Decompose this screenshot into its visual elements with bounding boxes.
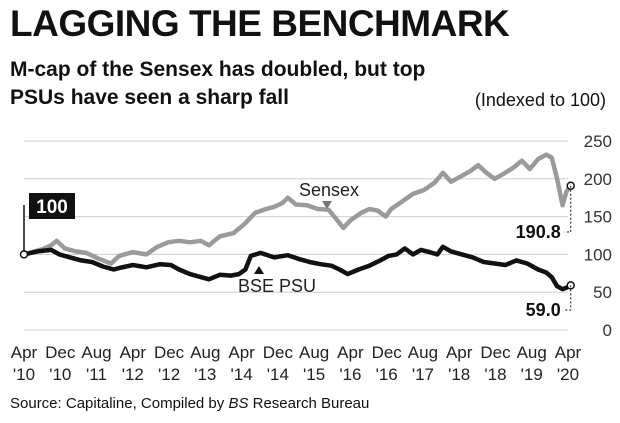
x-tick-year: '12 [158,365,180,384]
x-tick-year: '17 [412,365,434,384]
x-tick-label: Aug [299,343,329,362]
start-marker [19,250,29,259]
x-tick-year: '14 [231,365,253,384]
series-lines [21,152,575,292]
x-tick-year: '20 [557,365,579,384]
chart-subtitle: M-cap of the Sensex has doubled, but top… [10,58,426,109]
x-tick-label: Apr [446,343,473,362]
bse-psu-end-value: 59.0 [526,300,561,320]
bse-psu-label-pointer [254,266,264,274]
x-tick-year: '18 [484,365,506,384]
source-note: Source: Capitaline, Compiled by BS Resea… [10,395,370,412]
sensex-end-value: 190.8 [516,222,561,242]
x-tick-year: '11 [86,365,107,384]
x-tick-label: Dec [372,343,403,362]
x-tick-year: '18 [448,365,470,384]
sensex-line [21,152,573,266]
x-tick-label: Aug [81,343,111,362]
chart-title: LAGGING THE BENCHMARK [10,3,510,44]
x-tick-label: Aug [190,343,220,362]
y-tick-label: 250 [584,132,612,151]
x-tick-label: Apr [120,343,147,362]
y-tick-label: 200 [584,170,612,189]
index-note: (Indexed to 100) [474,90,606,110]
x-tick-year: '15 [303,365,325,384]
x-tick-label: Aug [408,343,438,362]
x-tick-year: '16 [376,365,398,384]
x-tick-label: Apr [555,343,582,362]
y-tick-label: 150 [584,208,612,227]
bse-psu-series-label: BSE PSU [238,276,316,296]
x-tick-label: Apr [11,343,38,362]
chart-annotations: 100 Sensex BSE PSU 190.8 59.0 [19,180,572,320]
y-axis: 0 50 100 150 200 250 [584,132,612,340]
x-tick-year: '12 [122,365,144,384]
start-label: 100 [36,197,68,218]
x-tick-year: '19 [521,365,543,384]
start-label-box [29,193,75,219]
x-axis: Apr '10 Dec '10 Aug '11 Apr '12 Dec '12 Aug '13 Apr '… [11,343,582,384]
x-tick-year: '10 [13,365,35,384]
x-tick-year: '10 [49,365,71,384]
x-tick-label: Dec [480,343,511,362]
y-tick-label: 50 [593,283,612,302]
sensex-label-pointer [322,201,332,209]
x-tick-label: Dec [45,343,76,362]
x-tick-label: Dec [154,343,185,362]
x-tick-label: Dec [263,343,294,362]
x-tick-label: Apr [337,343,364,362]
bse-psu-line [21,244,573,292]
x-tick-year: '16 [339,365,361,384]
x-tick-year: '13 [194,365,216,384]
grid-lines [24,140,568,331]
x-tick-label: Apr [228,343,255,362]
y-tick-label: 0 [603,321,612,340]
sensex-series-label: Sensex [299,180,359,200]
bse-psu-end-callout [564,285,572,311]
x-tick-label: Aug [517,343,547,362]
x-tick-year: '14 [267,365,289,384]
y-tick-label: 100 [584,245,612,264]
